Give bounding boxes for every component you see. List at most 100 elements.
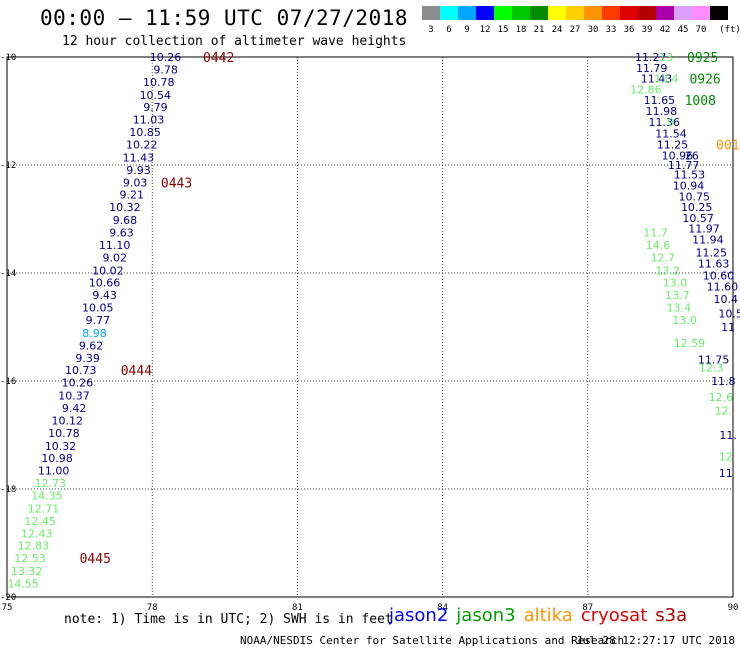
- lon-tick-label: 78: [147, 603, 158, 613]
- swh-value-label: 12.43: [21, 527, 53, 540]
- swh-value-label: 11.8: [711, 375, 736, 388]
- pass-time-label: 0926: [689, 73, 720, 88]
- swh-value-label: 10.94: [673, 180, 705, 193]
- swh-value-label: 12.6: [709, 391, 734, 404]
- scale-swatch: [512, 6, 530, 20]
- scale-label: 33: [605, 25, 617, 35]
- swh-value-label: 12.59: [674, 337, 706, 350]
- swh-value-label: 11.94: [692, 234, 724, 247]
- scale-swatch: [494, 6, 512, 20]
- swh-value-label: 10.22: [126, 138, 158, 151]
- pass-time-label: 0444: [121, 364, 152, 379]
- swh-value-label: 9.03: [123, 176, 148, 189]
- scale-label: 15: [497, 25, 509, 35]
- swh-value-label: 11.7: [643, 227, 668, 240]
- swh-value-label: 12.86: [630, 83, 662, 96]
- swh-value-label: 11.43: [641, 73, 673, 86]
- scale-label: 27: [569, 25, 581, 35]
- scale-swatch: [638, 6, 656, 20]
- swh-value-label: 10.32: [109, 201, 141, 214]
- swh-value-label: 9: [668, 116, 675, 129]
- lon-tick-label: 75: [2, 603, 13, 613]
- footer-credit: NOAA/NESDIS Center for Satellite Applica…: [240, 634, 625, 647]
- lat-tick-label: -18: [0, 485, 16, 495]
- units-note: note: 1) Time is in UTC; 2) SWH is in fe…: [64, 612, 393, 627]
- swh-value-label: 10.25: [681, 201, 713, 214]
- swh-value-label: 12.73: [35, 477, 67, 490]
- swh-value-label: 9.79: [143, 101, 168, 114]
- swh-value-label: 9.78: [153, 63, 178, 76]
- map-frame: [6, 56, 734, 598]
- scale-label: 36: [623, 25, 635, 35]
- scale-label: 18: [515, 25, 527, 35]
- swh-value-label: 10.78: [48, 427, 80, 440]
- scale-label: 42: [659, 25, 671, 35]
- mission-s3a: s3a: [655, 605, 688, 626]
- swh-value-label: 12.53: [14, 552, 46, 565]
- swh-value-label: 11.97: [688, 223, 720, 236]
- swh-value-label: 11.54: [655, 128, 687, 141]
- swh-value-label: 14.55: [7, 578, 39, 591]
- swh-value-label: 11.: [719, 429, 737, 442]
- swh-value-label: 11.25: [657, 138, 689, 151]
- scale-swatch: [566, 6, 584, 20]
- scale-unit: (ft): [719, 25, 740, 35]
- scale-label: 24: [551, 25, 563, 35]
- scale-swatch: [656, 6, 674, 20]
- swh-value-label: 13: [659, 51, 673, 64]
- swh-value-label: 10.57: [682, 212, 714, 225]
- swh-value-label: 10.26: [150, 51, 182, 64]
- scale-swatch: [548, 6, 566, 20]
- lat-tick-label: -12: [0, 161, 16, 171]
- pass-time-label: 0011: [716, 138, 740, 153]
- swh-value-label: 11.63: [698, 257, 730, 270]
- scale-label: 6: [446, 25, 452, 35]
- mission-legend: jason2 jason3 altika cryosat s3a: [389, 605, 695, 626]
- swh-value-label: 13.4: [654, 73, 679, 86]
- scale-label: 9: [464, 25, 470, 35]
- swh-value-label: 9.42: [62, 402, 87, 415]
- lat-tick-label: -20: [0, 593, 16, 603]
- swh-value-label: 9.39: [75, 352, 100, 365]
- swh-value-label: 9.63: [109, 227, 134, 240]
- pass-time-label: 1008: [685, 94, 716, 109]
- swh-value-label: 13.32: [11, 565, 43, 578]
- scale-swatch: [620, 6, 638, 20]
- swh-value-label: 10.26: [62, 377, 94, 390]
- mission-altika: altika: [523, 605, 573, 626]
- swh-value-label: 10.02: [92, 264, 124, 277]
- scale-label: 12: [479, 25, 491, 35]
- swh-value-label: 11: [721, 321, 735, 334]
- page-subtitle: 12 hour collection of altimeter wave hei…: [62, 34, 407, 49]
- scale-label: 39: [641, 25, 653, 35]
- swh-value-label: 13.0: [663, 277, 688, 290]
- swh-value-label: 9.68: [113, 214, 138, 227]
- swh-value-label: 14.35: [31, 489, 63, 502]
- swh-value-label: 12.45: [24, 515, 56, 528]
- swh-value-label: 9.77: [86, 314, 111, 327]
- lat-tick-label: -14: [0, 269, 16, 279]
- swh-value-label: 9.62: [79, 339, 104, 352]
- pass-time-label: 0443: [161, 176, 192, 191]
- mission-cryosat: cryosat: [580, 605, 648, 626]
- swh-value-label: 10.5: [718, 308, 740, 321]
- scale-swatch: [710, 6, 728, 20]
- scale-swatch: [674, 6, 692, 20]
- scale-label: 45: [677, 25, 689, 35]
- lon-tick-label: 84: [437, 603, 448, 613]
- swh-value-label: 10.4: [713, 293, 738, 306]
- lat-tick-label: -10: [0, 53, 16, 63]
- swh-value-label: 10.96: [662, 149, 694, 162]
- swh-value-label: 10.54: [140, 89, 172, 102]
- swh-value-label: 11.36: [649, 116, 681, 129]
- swh-value-label: 10.66: [89, 277, 121, 290]
- swh-value-label: 9.93: [126, 164, 151, 177]
- scale-swatch: [476, 6, 494, 20]
- swh-value-label: 10.60: [703, 270, 735, 283]
- swh-value-label: 11.53: [674, 169, 706, 182]
- lat-tick-label: -16: [0, 377, 16, 387]
- scale-label: 70: [695, 25, 707, 35]
- scale-swatch: [602, 6, 620, 20]
- swh-value-label: 11.03: [133, 114, 165, 127]
